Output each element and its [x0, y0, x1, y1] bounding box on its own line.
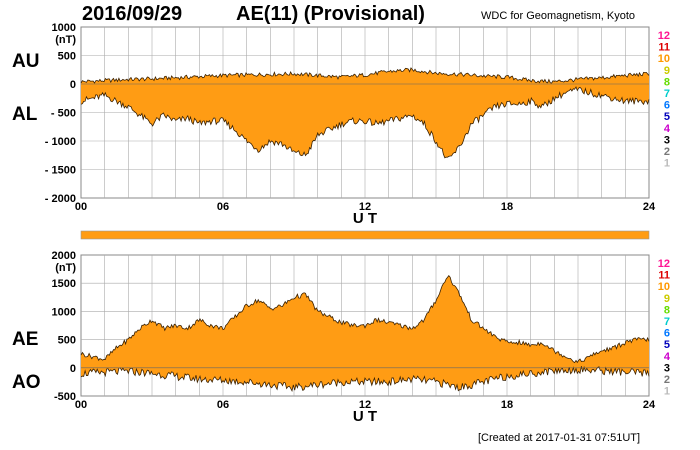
month-scale-label: 1	[664, 158, 670, 170]
x-tick-label: 18	[501, 399, 513, 411]
y-unit-label: (nT)	[55, 34, 76, 46]
x-tick-label: 06	[217, 399, 229, 411]
y-tick-label: - 1500	[45, 165, 76, 177]
month-scale-label: 3	[664, 362, 670, 374]
x-tick-label: 00	[75, 399, 87, 411]
y-tick-label: 1000	[52, 22, 76, 34]
x-tick-label: 06	[217, 201, 229, 213]
y-tick-label: - 2000	[45, 193, 76, 205]
series-band-area	[81, 67, 649, 158]
series-line-au	[80, 67, 650, 84]
series-line-ao	[80, 365, 650, 392]
y-tick-label: 1000	[52, 306, 76, 318]
month-scale-label: 7	[664, 88, 670, 100]
month-scale-label: 5	[664, 111, 670, 123]
y-tick-label: 2000	[52, 250, 76, 262]
month-scale-label: 4	[664, 123, 671, 135]
y-tick-label: 500	[58, 51, 76, 63]
month-scale-label: 12	[658, 30, 670, 42]
month-scale-label: 4	[664, 351, 671, 363]
month-scale-label: 10	[658, 281, 670, 293]
x-tick-label: 00	[75, 201, 87, 213]
month-scale-label: 9	[664, 65, 670, 77]
y-tick-label: - 1000	[45, 136, 76, 148]
y-tick-label: - 500	[51, 108, 76, 120]
y-tick-label: 500	[58, 335, 76, 347]
series-line-al	[80, 86, 650, 159]
month-scale-label: 8	[664, 304, 670, 316]
top-upper-series-label: AU	[12, 51, 40, 72]
series-band-area	[81, 275, 649, 391]
y-tick-label: 0	[70, 79, 76, 91]
month-scale-label: 2	[664, 374, 670, 386]
x-tick-label: 12	[359, 201, 371, 213]
y-tick-label: 0	[70, 363, 76, 375]
month-scale-label: 11	[658, 42, 670, 54]
month-scale-label: 10	[658, 53, 670, 65]
x-axis-label: U T	[353, 408, 377, 425]
month-scale-label: 6	[664, 328, 670, 340]
y-tick-label: -500	[54, 391, 76, 403]
bottom-upper-series-label: AE	[12, 329, 39, 350]
month-scale-label: 2	[664, 146, 670, 158]
bottom-lower-series-label: AO	[12, 372, 41, 393]
x-tick-label: 24	[643, 399, 656, 411]
data-coverage-bar	[80, 230, 650, 240]
chart-date: 2016/09/29	[82, 3, 183, 25]
top-lower-series-label: AL	[12, 104, 38, 125]
month-scale-label: 6	[664, 100, 670, 112]
y-tick-label: 1500	[52, 278, 76, 290]
month-scale-label: 11	[658, 270, 670, 282]
created-timestamp: [Created at 2017-01-31 07:51UT]	[478, 432, 641, 444]
x-tick-label: 18	[501, 201, 513, 213]
month-scale-label: 9	[664, 293, 670, 305]
month-scale-label: 8	[664, 76, 670, 88]
x-tick-label: 24	[643, 201, 656, 213]
month-scale-label: 3	[664, 134, 670, 146]
month-scale-label: 7	[664, 316, 670, 328]
series-line-ae	[80, 274, 650, 364]
credit-label: WDC for Geomagnetism, Kyoto	[481, 10, 636, 22]
x-axis-label: U T	[353, 210, 377, 227]
chart-title: AE(11) (Provisional)	[236, 3, 425, 25]
y-unit-label: (nT)	[55, 262, 76, 274]
x-tick-label: 12	[359, 399, 371, 411]
month-scale-label: 1	[664, 386, 670, 398]
month-scale-label: 12	[658, 258, 670, 270]
month-scale-label: 5	[664, 339, 670, 351]
